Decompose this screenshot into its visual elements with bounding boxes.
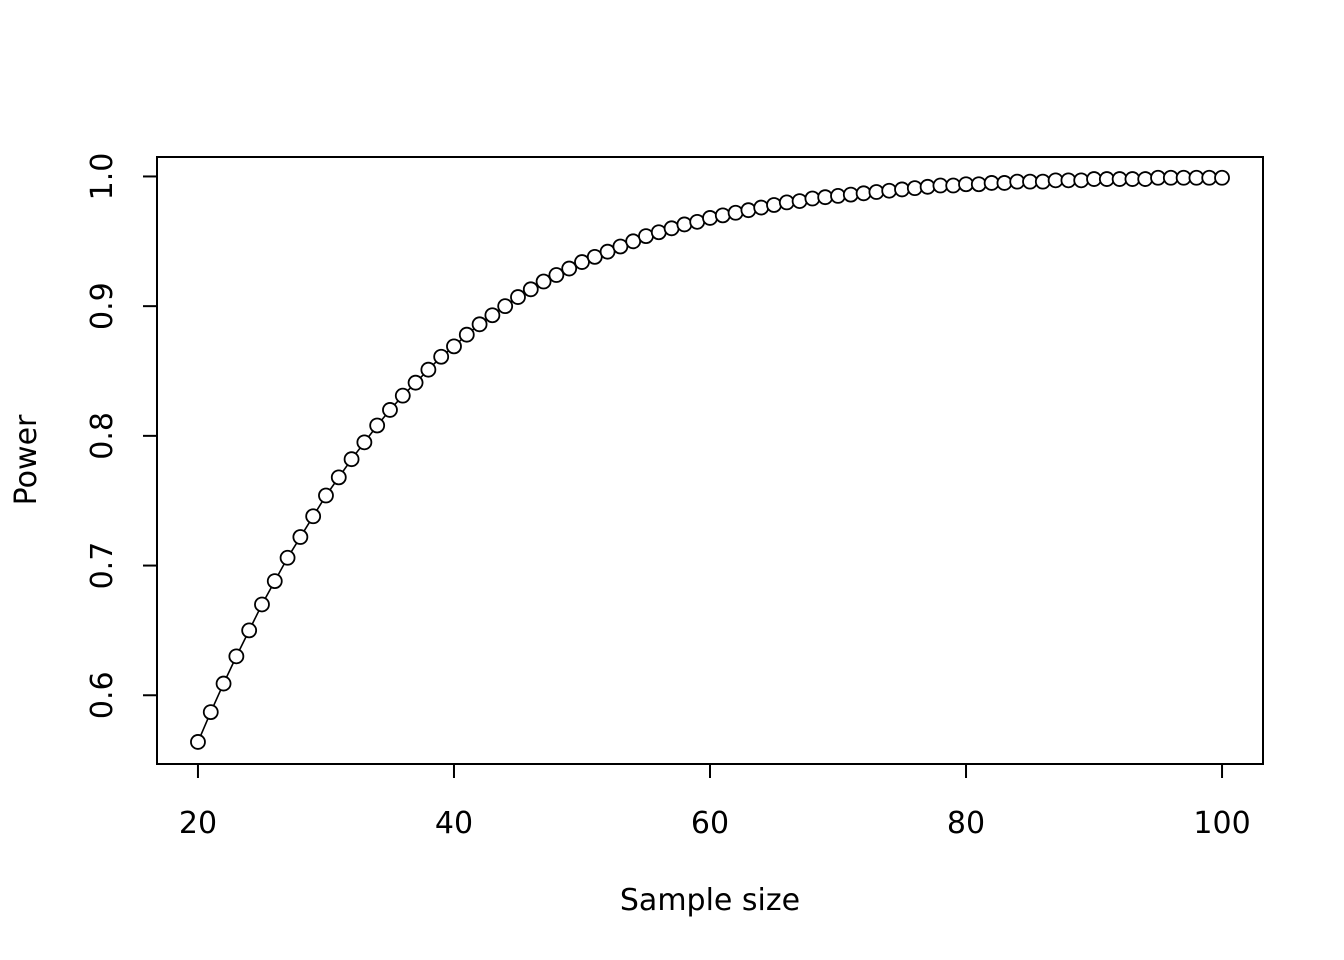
data-point xyxy=(868,184,885,200)
y-axis-title: Power xyxy=(9,414,44,505)
data-point xyxy=(1098,171,1115,187)
data-point xyxy=(650,224,667,241)
data-point xyxy=(740,202,757,219)
data-point xyxy=(1201,169,1218,186)
data-point xyxy=(574,254,590,270)
data-point xyxy=(766,197,782,213)
plot-frame xyxy=(156,156,1264,765)
data-point xyxy=(855,185,872,202)
data-point xyxy=(1047,172,1064,189)
data-point xyxy=(817,189,834,206)
data-point xyxy=(1009,173,1026,190)
data-point xyxy=(279,549,296,566)
x-tick-label: 20 xyxy=(179,806,217,841)
data-point xyxy=(1214,169,1230,186)
series-layer xyxy=(190,169,1230,750)
data-point xyxy=(791,193,808,209)
data-point xyxy=(1175,169,1192,186)
data-point xyxy=(970,176,987,193)
data-point xyxy=(394,387,411,404)
data-point xyxy=(599,243,616,260)
data-point xyxy=(830,188,846,204)
data-point xyxy=(305,508,322,525)
data-point xyxy=(548,267,565,283)
data-point xyxy=(497,298,514,315)
y-tick-label: 0.7 xyxy=(85,542,120,590)
data-point xyxy=(228,648,245,665)
data-point xyxy=(612,238,629,255)
data-point xyxy=(266,573,283,590)
data-point xyxy=(586,248,603,265)
data-point xyxy=(1137,171,1154,187)
data-point xyxy=(958,176,974,193)
y-tick-label: 0.8 xyxy=(85,412,120,460)
data-point xyxy=(702,210,718,226)
data-point xyxy=(663,220,680,237)
data-point xyxy=(407,374,424,391)
data-point xyxy=(420,361,437,378)
x-tick-label: 80 xyxy=(947,806,985,841)
data-point xyxy=(945,177,962,194)
data-point xyxy=(778,194,795,211)
y-tick-label: 1.0 xyxy=(85,153,120,201)
data-point xyxy=(906,180,923,197)
data-point xyxy=(292,529,309,545)
data-point xyxy=(522,281,539,298)
data-point xyxy=(919,178,936,195)
data-point xyxy=(676,216,693,233)
data-point xyxy=(510,289,526,305)
data-point xyxy=(241,622,258,639)
x-axis: 20 40 60 80 100 xyxy=(179,763,1251,841)
data-point xyxy=(190,734,206,750)
data-point xyxy=(638,228,654,245)
data-point xyxy=(356,434,373,451)
data-point xyxy=(382,402,398,418)
data-point xyxy=(1188,169,1205,186)
data-point xyxy=(446,338,462,355)
data-point xyxy=(330,469,347,486)
data-point xyxy=(881,182,898,199)
data-point xyxy=(727,204,744,221)
data-point xyxy=(625,233,642,250)
data-point xyxy=(535,273,552,290)
data-point xyxy=(1073,172,1090,189)
y-axis: 0.6 0.7 0.8 0.9 1.0 xyxy=(85,153,158,719)
y-tick-label: 0.9 xyxy=(85,282,120,330)
data-point xyxy=(1060,172,1077,189)
data-point xyxy=(254,596,270,613)
data-point xyxy=(804,190,821,207)
data-point xyxy=(689,213,706,230)
data-point xyxy=(1034,173,1051,190)
data-point xyxy=(1111,171,1128,187)
x-tick-label: 40 xyxy=(435,806,473,841)
data-point xyxy=(1162,169,1179,186)
y-tick-label: 0.6 xyxy=(85,671,120,719)
data-point xyxy=(318,487,334,504)
data-point xyxy=(202,704,219,721)
data-point xyxy=(753,199,770,216)
data-point xyxy=(484,307,501,324)
x-axis-title: Sample size xyxy=(620,883,800,918)
data-point xyxy=(932,177,949,194)
data-point xyxy=(1124,171,1141,187)
x-tick-label: 100 xyxy=(1193,806,1250,841)
data-point xyxy=(1086,171,1102,187)
x-tick-label: 60 xyxy=(691,806,729,841)
data-point xyxy=(215,675,232,692)
data-point xyxy=(561,260,578,277)
data-point xyxy=(1022,173,1038,190)
data-point xyxy=(714,207,731,224)
data-point xyxy=(894,181,910,198)
data-point xyxy=(996,175,1013,191)
data-point xyxy=(983,175,1000,191)
data-point xyxy=(369,417,386,434)
data-point xyxy=(433,348,450,365)
data-point xyxy=(458,326,475,343)
data-point xyxy=(343,451,360,468)
data-point xyxy=(1150,169,1166,186)
data-point xyxy=(471,316,488,333)
data-point xyxy=(842,186,859,203)
